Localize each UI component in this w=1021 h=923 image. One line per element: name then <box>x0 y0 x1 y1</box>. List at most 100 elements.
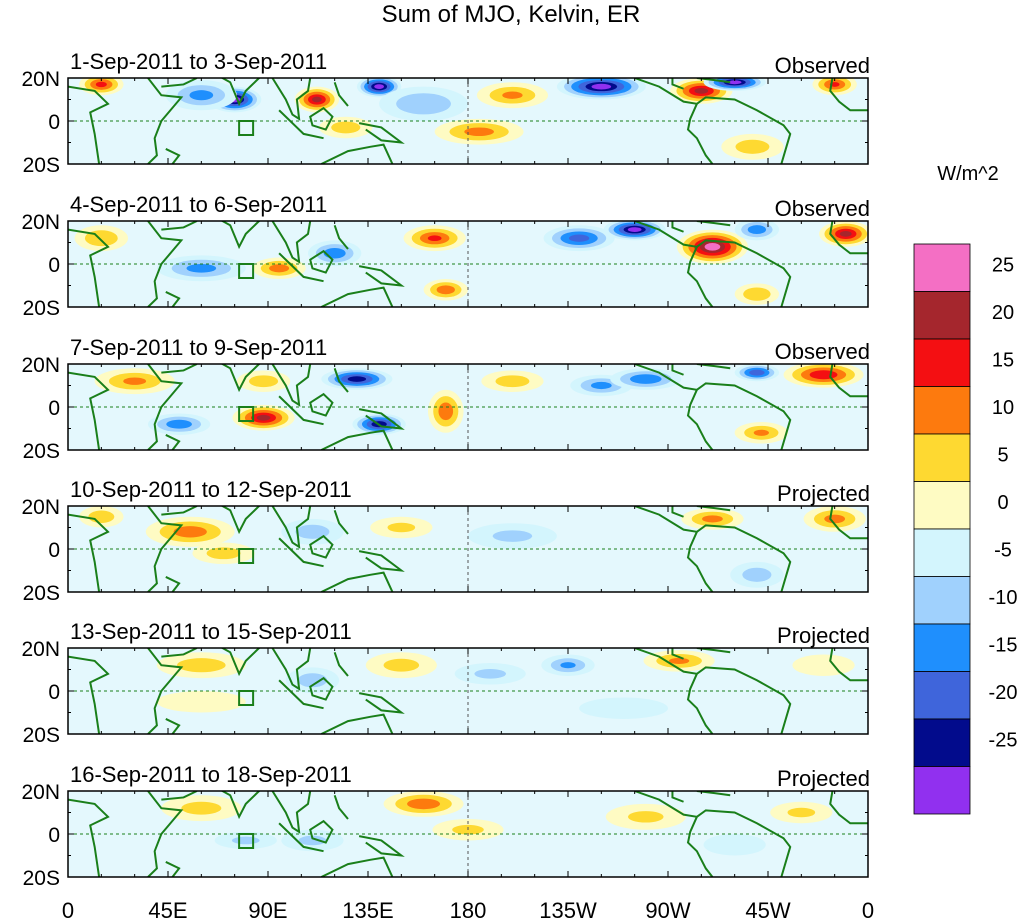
contour-level <box>628 811 664 823</box>
panel-kind-label: Observed <box>775 53 870 78</box>
contour-level <box>436 285 455 295</box>
coastline <box>696 809 792 877</box>
region-box <box>238 263 255 279</box>
coastline <box>278 679 324 710</box>
coastline <box>161 364 198 374</box>
colorbar-label: 10 <box>992 397 1014 419</box>
contour-level <box>474 669 507 679</box>
coastline <box>271 791 312 834</box>
colorbar-swatch <box>913 433 971 482</box>
colorbar-swatch <box>913 243 971 292</box>
y-tick-label: 20S <box>23 724 60 747</box>
coastline <box>320 286 394 307</box>
anomaly-7 <box>428 389 464 433</box>
coastline <box>671 648 684 660</box>
y-tick-label: 20S <box>23 154 60 177</box>
x-tick-label: 0 <box>62 898 74 923</box>
coastline <box>358 122 405 144</box>
anomaly-13 <box>721 133 784 160</box>
coastline <box>358 550 405 572</box>
coastline <box>829 78 868 112</box>
coastline <box>671 221 684 233</box>
contour-level <box>231 836 260 845</box>
contour-level <box>427 235 442 242</box>
colorbar-label: -25 <box>989 730 1018 752</box>
coastline <box>696 382 792 450</box>
coastline <box>68 85 110 164</box>
panel-3: 20N 0 20S 7-Sep-2011 to 9-Sep-2011 Observed <box>21 335 870 463</box>
colorbar-swatch <box>913 481 971 530</box>
coastline <box>278 395 324 426</box>
region-box <box>238 406 255 422</box>
anomaly-14 <box>812 78 857 96</box>
anomaly-field <box>156 650 855 719</box>
anomaly-1 <box>156 652 246 679</box>
coastline <box>829 791 868 825</box>
anomaly-field <box>79 506 866 588</box>
coastline <box>165 291 181 307</box>
coastline <box>309 106 334 131</box>
colorbar-swatch <box>913 671 971 720</box>
contour-level <box>189 90 214 101</box>
coastline <box>686 673 714 734</box>
contour-level <box>88 510 115 524</box>
y-tick-label: 0 <box>48 824 60 847</box>
anomaly-3 <box>232 404 295 431</box>
anomaly-6 <box>423 279 468 301</box>
coastlines <box>68 506 868 592</box>
contour-level <box>331 121 361 134</box>
coastline <box>309 534 334 559</box>
contour-level <box>809 370 838 380</box>
contour-level <box>95 81 107 88</box>
anomaly-10 <box>610 368 682 390</box>
contour-level <box>568 234 590 242</box>
coastline <box>696 666 792 734</box>
contour-level <box>166 419 192 429</box>
y-tick-label: 0 <box>48 681 60 704</box>
panel-date-label: 16-Sep-2011 to 18-Sep-2011 <box>70 762 352 787</box>
contour-level <box>407 798 441 810</box>
coastline <box>147 648 184 734</box>
coastline <box>161 791 198 801</box>
coastline <box>671 364 684 376</box>
anomaly-4 <box>236 370 291 392</box>
colorbar-swatch <box>913 576 971 625</box>
contour-level <box>387 522 416 533</box>
y-tick-label: 0 <box>48 111 60 134</box>
coastline <box>686 531 714 592</box>
coastline <box>161 221 198 231</box>
chart-title: Sum of MJO, Kelvin, ER <box>382 1 641 28</box>
colorbar: 25 20 15 10 5 0 -5 -10 -15 -20 -25 <box>913 243 1018 815</box>
anomaly-2 <box>156 255 246 282</box>
colorbar-label: -20 <box>989 682 1018 704</box>
contour-level <box>839 231 852 237</box>
contour-level <box>396 93 451 115</box>
anomaly-12 <box>819 221 868 247</box>
contour-level <box>579 697 668 719</box>
anomaly-13 <box>783 364 864 388</box>
coastline <box>686 246 714 307</box>
coastline <box>165 434 181 450</box>
coastline <box>320 429 394 450</box>
anomaly-10 <box>556 78 646 100</box>
anomaly-9 <box>676 229 748 264</box>
contour-level <box>186 264 217 273</box>
contour-level <box>347 376 367 382</box>
coastline <box>278 252 324 283</box>
coastline <box>333 81 349 107</box>
contour-level <box>753 429 769 436</box>
anomaly-8 <box>434 118 524 145</box>
contour-level <box>742 567 772 582</box>
contour-level <box>502 91 523 99</box>
contour-level <box>749 369 765 376</box>
y-tick-label: 20N <box>21 638 60 661</box>
y-tick-label: 20N <box>21 211 60 234</box>
x-tick-label: 45E <box>148 898 187 923</box>
coastlines <box>68 78 868 164</box>
x-tick-label: 90E <box>248 898 287 923</box>
x-tick-label: 90W <box>645 898 690 923</box>
coastline <box>671 506 684 518</box>
anomaly-5 <box>370 516 433 539</box>
coastline <box>358 692 405 714</box>
